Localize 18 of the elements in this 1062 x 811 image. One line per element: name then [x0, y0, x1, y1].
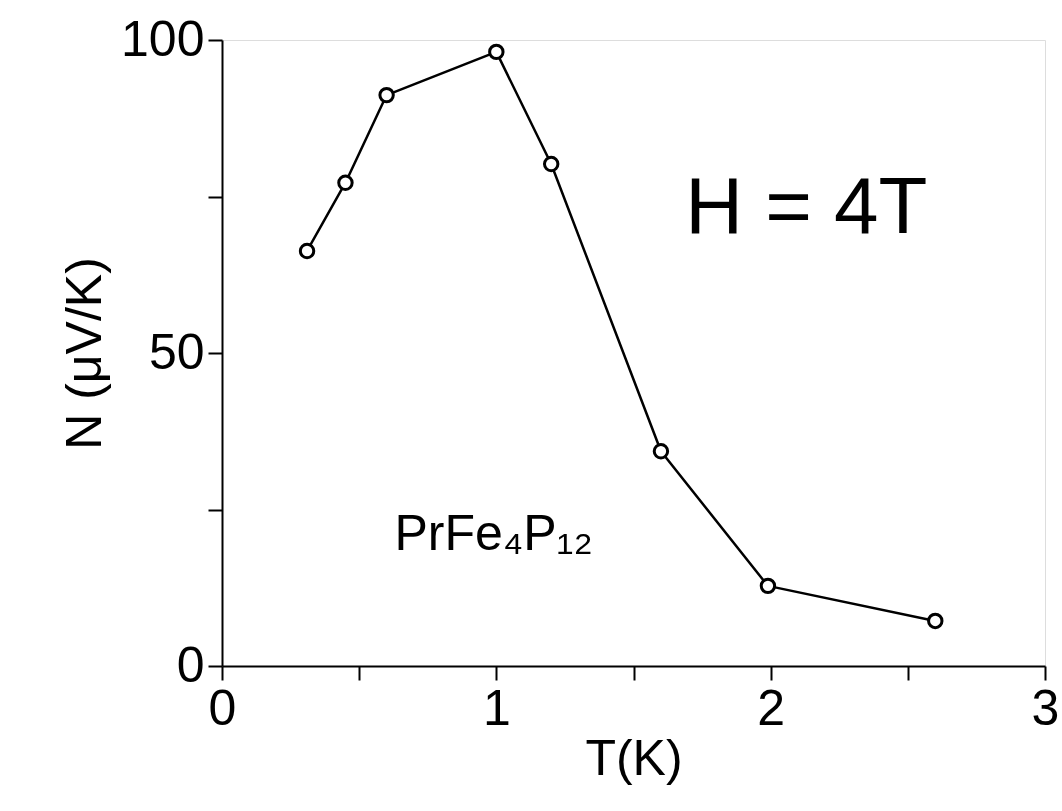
- y-tick-label: 0: [176, 636, 205, 693]
- point: [542, 155, 560, 173]
- point: [337, 174, 354, 191]
- annotation: H = 4T: [685, 161, 928, 251]
- x-tick-label: 3: [1031, 679, 1060, 736]
- x-tick-label: 1: [482, 679, 511, 736]
- y-tick-label: 100: [121, 10, 205, 67]
- point: [759, 577, 777, 595]
- point: [298, 242, 316, 260]
- point: [927, 612, 944, 630]
- x-tick-label: 2: [757, 679, 786, 736]
- annotation: PrFe₄P₁₂: [394, 504, 593, 561]
- y-axis-title: N (μV/K): [56, 257, 113, 450]
- point: [378, 86, 395, 104]
- point: [488, 43, 505, 61]
- y-tick-label: 50: [148, 323, 205, 380]
- x-axis-title: T(K): [585, 729, 683, 786]
- point: [652, 443, 670, 460]
